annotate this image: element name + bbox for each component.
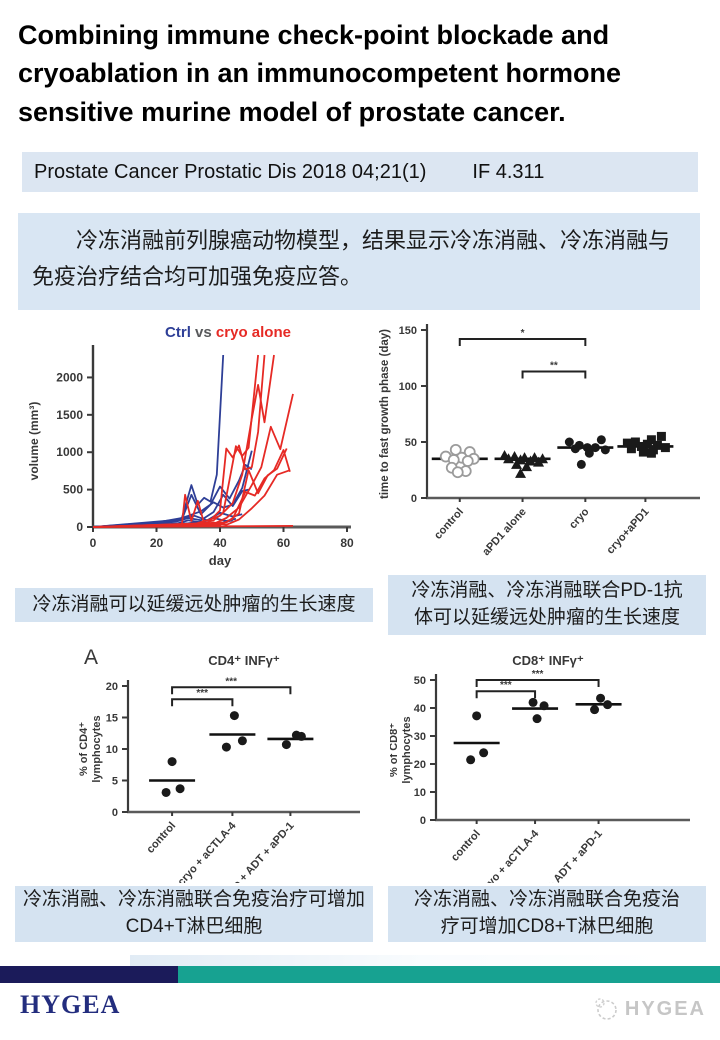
svg-text:40: 40	[213, 536, 227, 550]
caption-tumor-growth: 冷冻消融可以延缓远处肿瘤的生长速度	[15, 588, 373, 622]
flower-emblem-icon	[595, 998, 617, 1020]
svg-text:0: 0	[76, 520, 83, 534]
svg-text:100: 100	[399, 381, 417, 393]
footer-bar	[0, 966, 720, 983]
svg-text:CD8⁺ INFγ⁺: CD8⁺ INFγ⁺	[512, 653, 584, 668]
svg-text:**: **	[550, 360, 558, 371]
svg-text:80: 80	[340, 536, 354, 550]
svg-text:control: control	[432, 506, 466, 542]
watermark: HYGEA	[593, 996, 706, 1022]
svg-text:2000: 2000	[56, 370, 83, 384]
svg-text:5: 5	[112, 776, 118, 788]
svg-text:% of CD8⁺lymphocytes: % of CD8⁺lymphocytes	[390, 716, 413, 783]
svg-text:40: 40	[414, 703, 426, 715]
svg-text:control: control	[144, 820, 178, 856]
svg-text:20: 20	[414, 759, 426, 771]
svg-text:30: 30	[414, 731, 426, 743]
svg-text:60: 60	[277, 536, 291, 550]
journal-citation: Prostate Cancer Prostatic Dis 2018 04;21…	[34, 160, 427, 183]
svg-text:500: 500	[63, 483, 83, 497]
summary-text: 冷冻消融前列腺癌动物模型，结果显示冷冻消融、冷冻消融与免疫治疗结合均可加强免疫应…	[32, 228, 671, 290]
svg-text:cryo + aCTLA-4: cryo + aCTLA-4	[478, 827, 542, 883]
svg-text:0: 0	[420, 815, 426, 827]
svg-text:15: 15	[106, 713, 118, 725]
svg-text:1000: 1000	[56, 445, 83, 459]
svg-text:1500: 1500	[56, 408, 83, 422]
svg-text:***: ***	[225, 676, 237, 687]
svg-text:time to fast growth phase (day: time to fast growth phase (day)	[379, 329, 391, 499]
svg-text:volume (mm³): volume (mm³)	[27, 402, 41, 481]
svg-text:***: ***	[500, 680, 512, 691]
svg-text:% of CD4⁺lymphocytes: % of CD4⁺lymphocytes	[78, 715, 103, 782]
svg-text:10: 10	[414, 787, 426, 799]
footer-teal-segment	[178, 966, 720, 983]
svg-text:50: 50	[414, 675, 426, 687]
svg-text:CD4⁺ INFγ⁺: CD4⁺ INFγ⁺	[208, 653, 280, 668]
impact-factor: IF 4.311	[472, 160, 545, 183]
footer-navy-segment	[0, 966, 178, 983]
svg-text:***: ***	[196, 688, 208, 699]
tumor-growth-line-chart: Ctrl vs cryo alone 0 500 1000 1500 2000 0 20 40 6…	[27, 324, 354, 568]
svg-text:150: 150	[399, 325, 417, 337]
svg-text:0: 0	[411, 493, 417, 505]
svg-text:10: 10	[106, 744, 118, 756]
svg-text:A: A	[84, 646, 98, 669]
svg-text:50: 50	[405, 437, 417, 449]
caption-cd4: 冷冻消融、冷冻消融联合免疫治疗可增加CD4+T淋巴细胞	[15, 886, 373, 942]
svg-text:cryo: cryo	[567, 506, 592, 532]
watermark-text: HYGEA	[624, 997, 706, 1020]
svg-text:day: day	[209, 553, 232, 568]
svg-text:aPD1 alone: aPD1 alone	[480, 506, 529, 558]
summary-box: 冷冻消融前列腺癌动物模型，结果显示冷冻消融、冷冻消融与免疫治疗结合均可加强免疫应…	[18, 213, 700, 310]
svg-text:control: control	[449, 828, 483, 864]
caption-cd8: 冷冻消融、冷冻消融联合免疫治疗可增加CD8+T淋巴细胞	[388, 886, 706, 942]
brand-logo-text: HYGEA	[20, 990, 121, 1019]
svg-text:cryo+aPD1: cryo+aPD1	[604, 506, 651, 557]
svg-text:0: 0	[112, 807, 118, 819]
svg-text:20: 20	[106, 681, 118, 693]
svg-text:0: 0	[90, 536, 97, 550]
svg-text:*: *	[521, 328, 525, 339]
svg-text:20: 20	[150, 536, 164, 550]
citation-bar: Prostate Cancer Prostatic Dis 2018 04;21…	[22, 152, 698, 192]
svg-text:***: ***	[532, 669, 544, 680]
svg-text:Ctrl vs cryo alone: Ctrl vs cryo alone	[165, 324, 291, 341]
footer-glow	[130, 955, 660, 966]
paper-title: Combining immune check-point blockade an…	[18, 20, 622, 127]
time-to-fast-growth-dot-plot: 0 50 100 150 control aPD1 alone cryo cryo+aPD1 *…	[379, 324, 700, 558]
svg-text:cryo + aCTLA-4: cryo + aCTLA-4	[176, 819, 240, 883]
caption-pd1: 冷冻消融、冷冻消融联合PD-1抗体可以延缓远处肿瘤的生长速度	[388, 575, 706, 635]
